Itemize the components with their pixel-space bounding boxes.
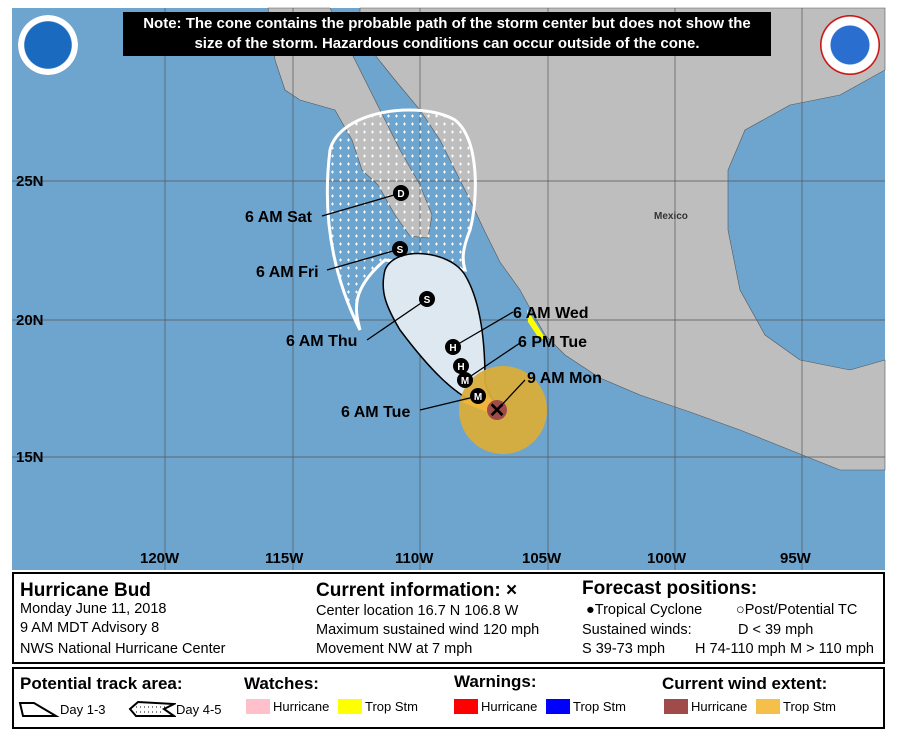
marker-6pm-tue: M bbox=[457, 372, 473, 388]
lat-label-20n: 20N bbox=[16, 312, 44, 329]
legend-warn-hurricane: Hurricane bbox=[454, 699, 537, 714]
advisory: 9 AM MDT Advisory 8 bbox=[20, 620, 160, 636]
svg-text:M: M bbox=[461, 376, 469, 387]
legend-wind-ts: Trop Stm bbox=[756, 699, 836, 714]
leader-lines bbox=[321, 192, 526, 411]
label-9am-mon: 9 AM Mon bbox=[527, 370, 602, 387]
svg-text:H: H bbox=[457, 362, 464, 373]
day45-label: Day 4-5 bbox=[176, 701, 222, 717]
legend-day13: Day 1-3 bbox=[18, 699, 106, 719]
warn-ts-label: Trop Stm bbox=[573, 699, 626, 714]
marker-h1: H bbox=[453, 358, 469, 374]
m-range: M > 110 mph bbox=[790, 641, 874, 657]
lat-label-15n: 15N bbox=[16, 449, 44, 466]
track-area-title: Potential track area: bbox=[20, 674, 183, 693]
marker-6am-fri: S bbox=[392, 241, 408, 257]
wind-hurricane-swatch bbox=[664, 699, 688, 714]
date: Monday June 11, 2018 bbox=[20, 601, 167, 617]
tc-label: Tropical Cyclone bbox=[594, 602, 703, 618]
wind-ts-label: Trop Stm bbox=[783, 699, 836, 714]
label-6pm-tue: 6 PM Tue bbox=[518, 334, 587, 351]
marker-6am-wed: H bbox=[445, 339, 461, 355]
svg-text:M: M bbox=[474, 392, 482, 403]
svg-text:D: D bbox=[397, 189, 404, 200]
label-6am-wed: 6 AM Wed bbox=[513, 305, 589, 322]
movement: Movement NW at 7 mph bbox=[316, 641, 473, 657]
marker-6am-thu: S bbox=[419, 291, 435, 307]
marker-6am-sat: D bbox=[393, 185, 409, 201]
issuer: NWS National Hurricane Center bbox=[20, 641, 226, 657]
warnings-title: Warnings: bbox=[454, 672, 537, 691]
wind-extent-title: Current wind extent: bbox=[662, 674, 828, 693]
cone-day4-5 bbox=[325, 108, 477, 331]
filled-circle-icon: ● bbox=[586, 602, 595, 618]
lat-label-25n: 25N bbox=[16, 173, 44, 190]
sustained-label: Sustained winds: bbox=[582, 622, 692, 638]
open-circle-icon: ○ bbox=[736, 602, 745, 618]
noaa-logo bbox=[18, 15, 78, 75]
nws-logo bbox=[820, 15, 880, 75]
svg-text:S: S bbox=[397, 245, 404, 256]
current-position-x-icon: ✕ bbox=[489, 400, 506, 422]
legend-wind-hurricane: Hurricane bbox=[664, 699, 747, 714]
legend-watch-ts: Trop Stm bbox=[338, 699, 418, 714]
label-6am-tue: 6 AM Tue bbox=[341, 404, 410, 421]
legend-day45: Day 4-5 bbox=[128, 699, 222, 719]
post-tc-label: Post/Potential TC bbox=[744, 602, 858, 618]
day13-label: Day 1-3 bbox=[60, 701, 106, 717]
legend-warn-ts: Trop Stm bbox=[546, 699, 626, 714]
svg-text:S: S bbox=[424, 295, 431, 306]
day45-cone-icon bbox=[128, 700, 176, 717]
cone-note: Note: The cone contains the probable pat… bbox=[123, 12, 771, 56]
current-info-title: Current information: × bbox=[316, 580, 518, 601]
label-6am-fri: 6 AM Fri bbox=[256, 264, 319, 281]
legend-watch-hurricane: Hurricane bbox=[246, 699, 329, 714]
d-range: D < 39 mph bbox=[738, 622, 814, 638]
s-range: S 39-73 mph bbox=[582, 641, 666, 657]
wind-hurricane-label: Hurricane bbox=[691, 699, 748, 714]
watch-ts-label: Trop Stm bbox=[365, 699, 418, 714]
max-wind: Maximum sustained wind 120 mph bbox=[316, 622, 540, 638]
label-6am-sat: 6 AM Sat bbox=[245, 209, 313, 226]
legend-panel: Potential track area: Day 1-3 Day 4-5 Wa… bbox=[12, 667, 885, 729]
marker-6am-tue: M bbox=[470, 388, 486, 404]
watch-hurricane-label: Hurricane bbox=[273, 699, 330, 714]
center-location: Center location 16.7 N 106.8 W bbox=[316, 603, 519, 619]
info-panel: Hurricane Bud Monday June 11, 2018 9 AM … bbox=[12, 572, 885, 664]
warn-hurricane-swatch bbox=[454, 699, 478, 714]
watches-title: Watches: bbox=[244, 674, 319, 693]
h-range: H 74-110 mph bbox=[695, 641, 786, 657]
country-label-mexico: Mexico bbox=[654, 211, 688, 222]
forecast-title: Forecast positions: bbox=[582, 578, 758, 599]
day13-cone-icon bbox=[18, 702, 60, 717]
trop-storm-watch-coast bbox=[527, 309, 545, 340]
legend-tropical-cyclone: ●Tropical Cyclone bbox=[586, 602, 702, 618]
lon-label-105w: 105W bbox=[522, 550, 562, 567]
legend-post-tc: ○Post/Potential TC bbox=[736, 602, 857, 618]
lon-label-115w: 115W bbox=[265, 550, 304, 567]
storm-name: Hurricane Bud bbox=[20, 580, 151, 601]
warn-hurricane-label: Hurricane bbox=[481, 699, 538, 714]
watch-ts-swatch bbox=[338, 699, 362, 714]
label-6am-thu: 6 AM Thu bbox=[286, 333, 357, 350]
svg-text:H: H bbox=[449, 343, 456, 354]
warn-ts-swatch bbox=[546, 699, 570, 714]
lon-label-100w: 100W bbox=[647, 550, 687, 567]
lon-label-120w: 120W bbox=[140, 550, 180, 567]
watch-hurricane-swatch bbox=[246, 699, 270, 714]
wind-ts-swatch bbox=[756, 699, 780, 714]
lon-label-95w: 95W bbox=[780, 550, 812, 567]
lon-label-110w: 110W bbox=[395, 550, 434, 567]
